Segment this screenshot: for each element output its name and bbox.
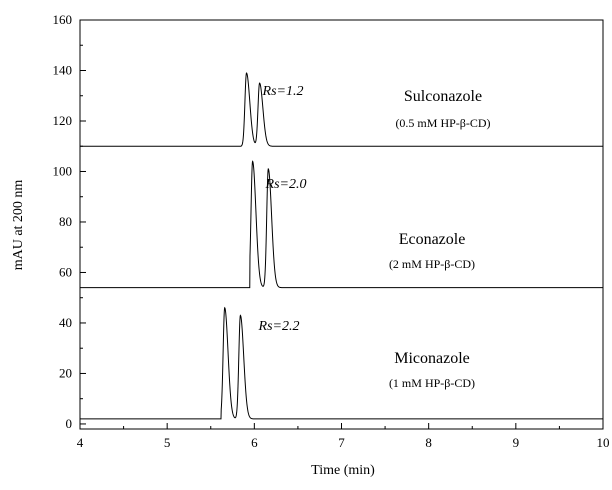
annotation-rs-sulconazole: Rs=1.2 <box>262 84 304 99</box>
y-tick-label: 80 <box>59 214 72 229</box>
y-tick-label: 160 <box>53 12 73 27</box>
x-tick-label: 6 <box>251 435 258 450</box>
annotation-name-miconazole: Miconazole <box>394 350 470 367</box>
x-tick-label: 10 <box>597 435 610 450</box>
trace-sulconazole <box>80 72 603 147</box>
x-tick-label: 8 <box>425 435 432 450</box>
x-axis-label: Time (min) <box>311 463 375 478</box>
trace-econazole <box>80 160 603 289</box>
annotation-condition-sulconazole: (0.5 mM HP-β-CD) <box>395 116 490 130</box>
x-tick-label: 9 <box>513 435 520 450</box>
y-tick-label: 100 <box>53 163 73 178</box>
annotation-condition-econazole: (2 mM HP-β-CD) <box>389 257 475 271</box>
annotation-rs-miconazole: Rs=2.2 <box>258 319 300 334</box>
annotation-name-econazole: Econazole <box>399 231 466 248</box>
y-tick-label: 120 <box>53 113 73 128</box>
y-tick-label: 40 <box>59 315 72 330</box>
annotation-rs-econazole: Rs=2.0 <box>265 177 307 192</box>
plot-frame <box>79 19 604 430</box>
annotation-condition-miconazole: (1 mM HP-β-CD) <box>389 376 475 390</box>
y-axis-label: mAU at 200 nm <box>11 180 26 271</box>
x-tick-label: 4 <box>77 435 84 450</box>
x-tick-label: 5 <box>164 435 171 450</box>
x-tick-label: 7 <box>338 435 345 450</box>
trace-miconazole <box>80 306 603 420</box>
y-tick-label: 140 <box>53 62 73 77</box>
y-tick-label: 20 <box>59 365 72 380</box>
y-tick-label: 60 <box>59 264 72 279</box>
plot-area <box>80 72 603 420</box>
annotation-name-sulconazole: Sulconazole <box>404 88 482 105</box>
y-tick-label: 0 <box>66 416 73 431</box>
